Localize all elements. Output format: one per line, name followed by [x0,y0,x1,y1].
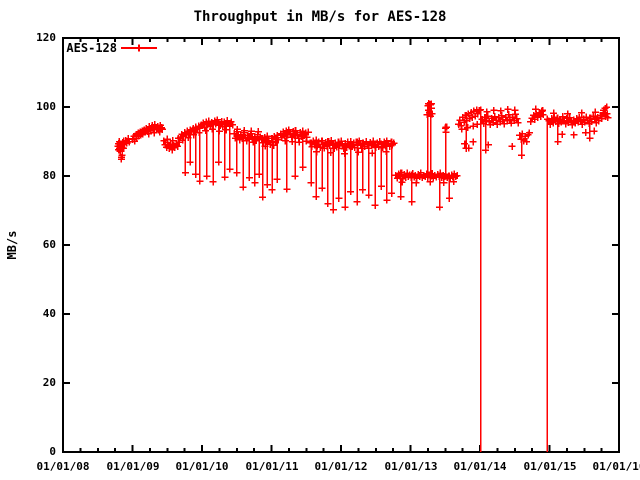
axis-ticks [62,37,620,453]
x-tick-label: 01/01/12 [314,460,368,473]
y-tick-label: 80 [42,169,56,182]
x-tick-label: 01/01/13 [384,460,438,473]
chart-title: Throughput in MB/s for AES-128 [193,9,447,25]
legend-label: AES-128 [66,41,117,55]
y-tick-label: 0 [49,445,56,458]
x-tick-label: 01/01/11 [245,460,299,473]
y-tick-label: 120 [36,31,56,44]
x-tick-label: 01/01/14 [453,460,507,473]
x-tick-label: 01/01/15 [523,460,577,473]
x-tick-label: 01/01/10 [175,460,229,473]
data-point-markers [114,100,612,214]
y-tick-label: 20 [42,376,56,389]
plot-border [62,37,620,453]
error-spike-lines [184,104,591,452]
x-tick-label: 01/01/16 [592,460,640,473]
y-tick-label: 60 [42,238,56,251]
y-tick-label: 40 [42,307,56,320]
y-tick-label: 100 [36,100,56,113]
x-tick-label: 01/01/08 [36,460,90,473]
legend-sample [121,44,157,52]
x-tick-label: 01/01/09 [106,460,160,473]
